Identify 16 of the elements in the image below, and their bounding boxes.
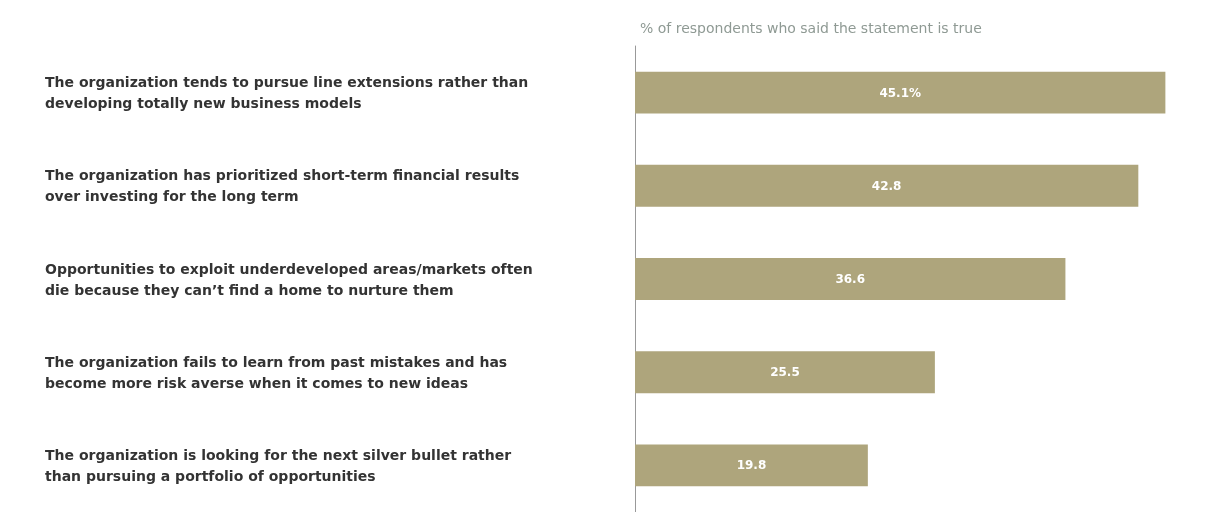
data-label: 36.6 [835, 272, 866, 286]
bar [635, 258, 1066, 300]
data-label: 19.8 [736, 458, 767, 473]
data-label: 45.1% [879, 85, 922, 100]
y-tick-label: Opportunities to exploit underdeveloped areas/markets often die because they can’t find a home to nurture them [45, 260, 538, 298]
data-label: 25.5 [770, 365, 800, 380]
y-tick-label: The organization fails to learn from past mistakes and has become more risk averse when it comes to new ideas [45, 353, 513, 391]
y-tick-label: The organization has prioritized short-term financial results over investing for the long term [45, 167, 525, 205]
bar [635, 71, 1166, 114]
bar [635, 351, 935, 394]
y-tick-label: The organization is looking for the next silver bullet rather than pursuing a portfolio of opportunities [45, 446, 517, 484]
y-tick-label: The organization tends to pursue line extensions rather than developing totally new business models [45, 74, 534, 112]
bar [635, 444, 868, 487]
data-label: 42.8 [871, 178, 902, 193]
chart-title: % of respondents who said the statement is true [640, 20, 982, 36]
bar [635, 164, 1139, 207]
